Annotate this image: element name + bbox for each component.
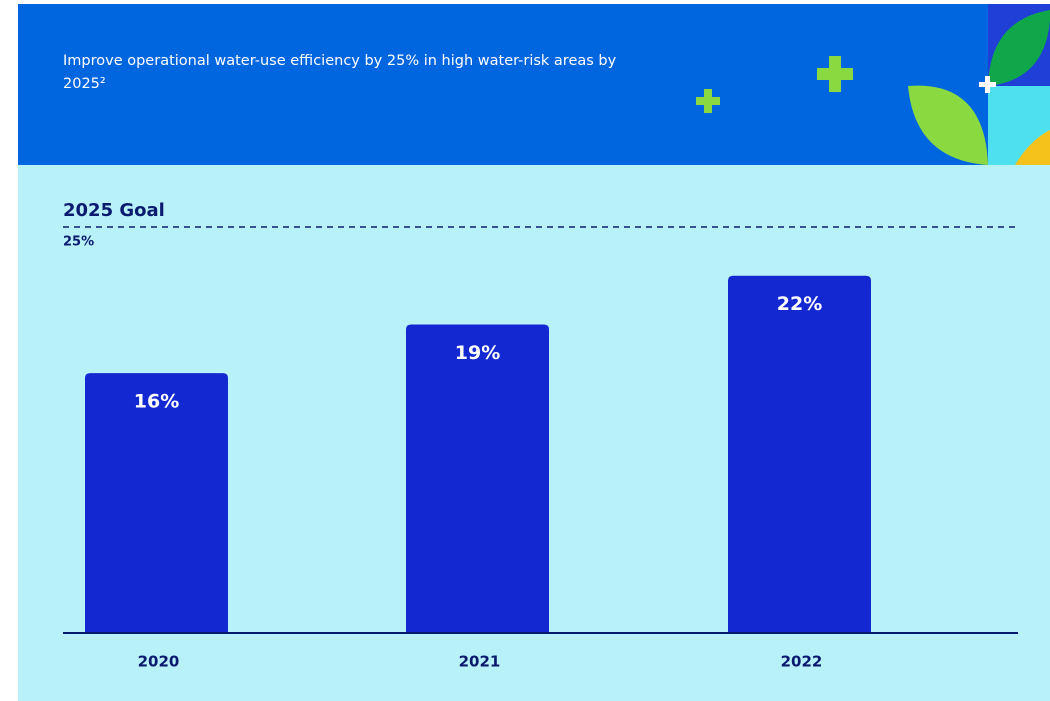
decoration (696, 4, 1050, 165)
value-label: 16% (134, 391, 179, 413)
goal-label: 2025 Goal (63, 200, 165, 221)
goal-value-label: 25% (63, 235, 94, 250)
bar (85, 373, 228, 633)
header-band (18, 4, 1050, 165)
x-tick-label: 2020 (138, 653, 180, 671)
bar (728, 275, 871, 633)
value-label: 19% (455, 342, 500, 364)
bar (406, 324, 549, 633)
chart-title: Improve operational water-use efficiency… (63, 53, 617, 92)
x-tick-label: 2022 (781, 653, 823, 671)
value-label: 22% (777, 293, 822, 315)
x-tick-label: 2021 (459, 653, 501, 671)
